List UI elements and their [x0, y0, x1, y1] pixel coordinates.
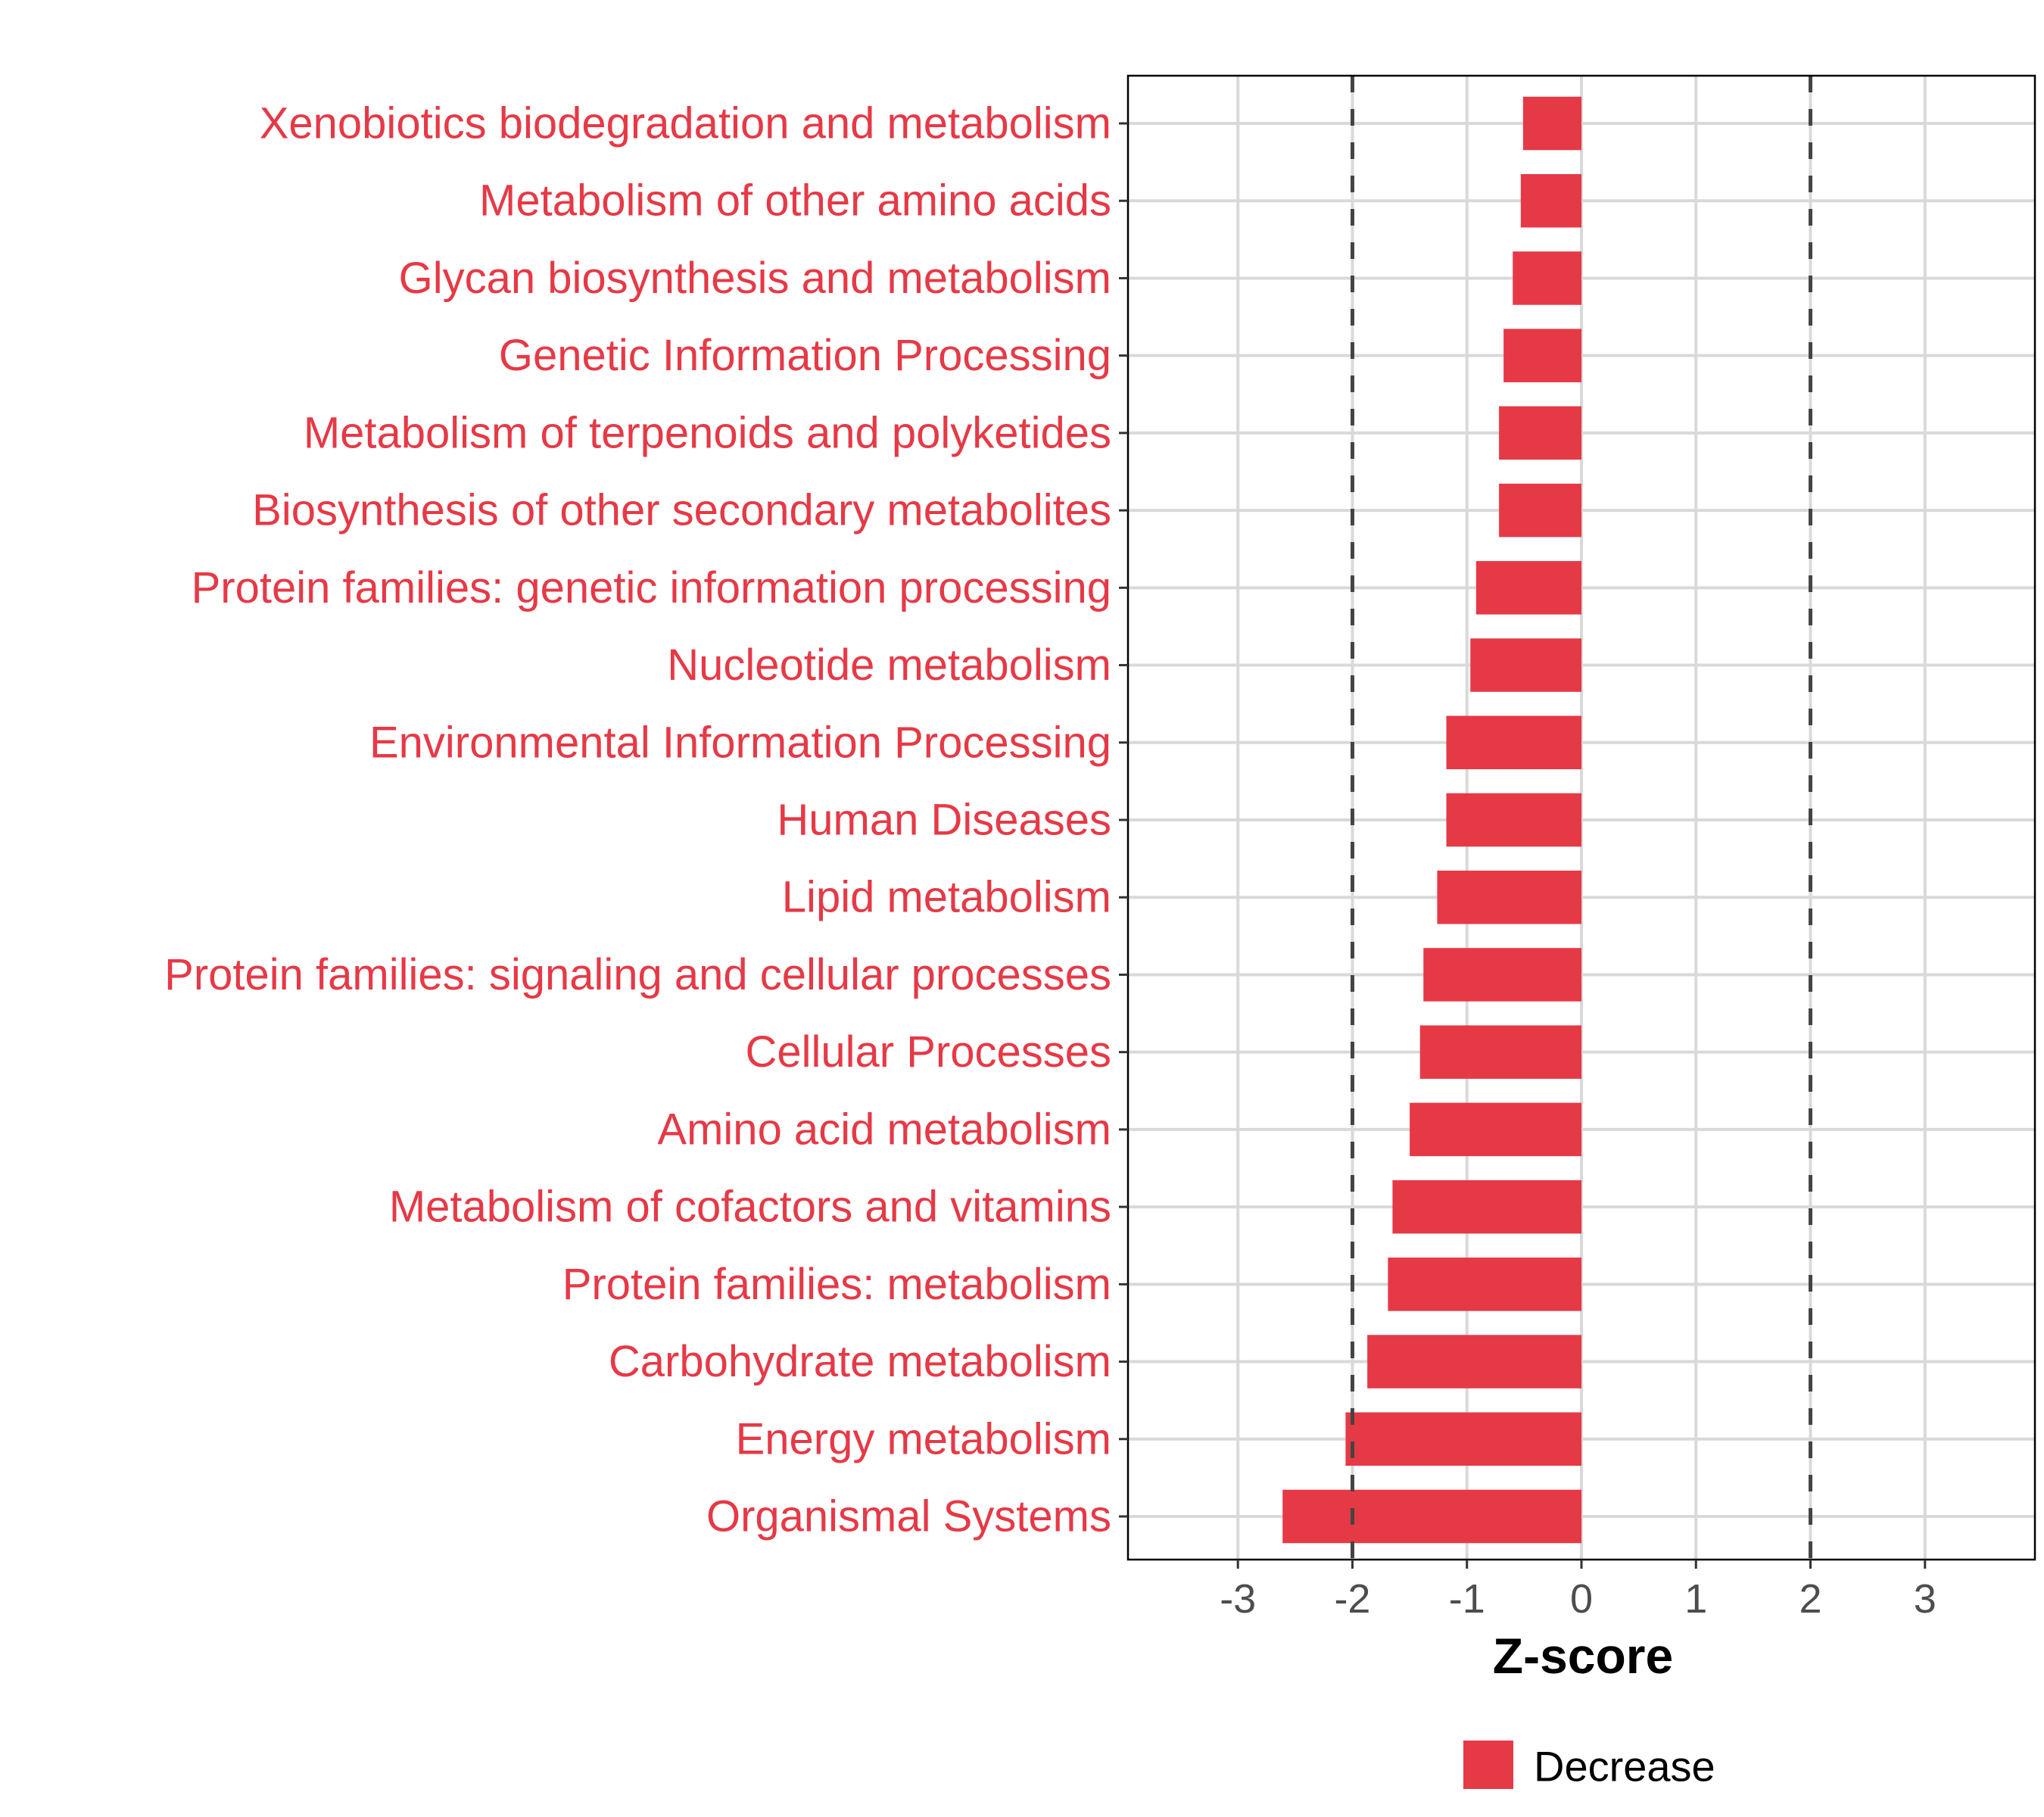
category-label: Lipid metabolism: [782, 873, 1111, 922]
x-tick-label: 1: [1684, 1576, 1707, 1622]
x-tick-label: 3: [1914, 1576, 1937, 1622]
category-labels: Xenobiotics biodegradation and metabolis…: [164, 99, 1128, 1541]
bar: [1470, 638, 1581, 692]
category-label: Metabolism of other amino acids: [479, 176, 1111, 226]
category-label: Cellular Processes: [745, 1027, 1111, 1077]
bar: [1522, 96, 1581, 151]
category-label: Protein families: genetic information pr…: [192, 563, 1111, 612]
x-tick-label: -3: [1220, 1576, 1256, 1622]
category-label: Protein families: metabolism: [562, 1260, 1111, 1309]
bar: [1503, 329, 1581, 382]
bars: [1282, 96, 1581, 1544]
category-label: Genetic Information Processing: [499, 331, 1111, 380]
x-axis-title: Z-score: [1493, 1628, 1673, 1684]
category-label: Amino acid metabolism: [657, 1105, 1111, 1154]
category-label: Organismal Systems: [706, 1492, 1111, 1541]
bar: [1367, 1335, 1581, 1388]
bar: [1437, 870, 1581, 924]
x-tick-label: -2: [1334, 1576, 1370, 1622]
category-label: Environmental Information Processing: [369, 718, 1111, 767]
category-label: Protein families: signaling and cellular…: [164, 950, 1111, 999]
legend: Decrease: [1463, 1741, 1715, 1791]
bar: [1345, 1412, 1581, 1466]
bar: [1475, 561, 1581, 615]
reference-lines: [1350, 76, 1813, 1560]
bar: [1499, 483, 1581, 538]
x-tick-label: 2: [1799, 1576, 1822, 1622]
category-label: Human Diseases: [777, 796, 1111, 845]
bar: [1423, 948, 1581, 1002]
category-label: Metabolism of cofactors and vitamins: [389, 1183, 1111, 1232]
bar: [1388, 1258, 1581, 1311]
legend-label-decrease: Decrease: [1534, 1743, 1715, 1791]
x-axis-ticks: -3 -2 -1 0 1 2 3: [1220, 1560, 1937, 1622]
category-label: Carbohydrate metabolism: [609, 1337, 1111, 1386]
category-label: Biosynthesis of other secondary metaboli…: [252, 486, 1111, 535]
x-tick-label: 0: [1570, 1576, 1593, 1622]
x-tick-label: -1: [1449, 1576, 1485, 1622]
bar: [1410, 1102, 1581, 1157]
category-label: Xenobiotics biodegradation and metabolis…: [260, 99, 1111, 148]
category-label: Glycan biosynthesis and metabolism: [399, 254, 1111, 303]
bar: [1419, 1025, 1581, 1079]
bar: [1282, 1489, 1581, 1544]
bar: [1446, 793, 1581, 847]
category-label: Nucleotide metabolism: [667, 640, 1111, 690]
bar: [1513, 251, 1581, 305]
category-label: Metabolism of terpenoids and polyketides: [304, 408, 1111, 457]
bar: [1499, 406, 1581, 460]
bar: [1392, 1180, 1581, 1234]
bar: [1520, 173, 1581, 228]
category-label: Energy metabolism: [736, 1414, 1111, 1463]
bar: [1446, 715, 1581, 770]
legend-key-decrease: [1463, 1741, 1513, 1789]
